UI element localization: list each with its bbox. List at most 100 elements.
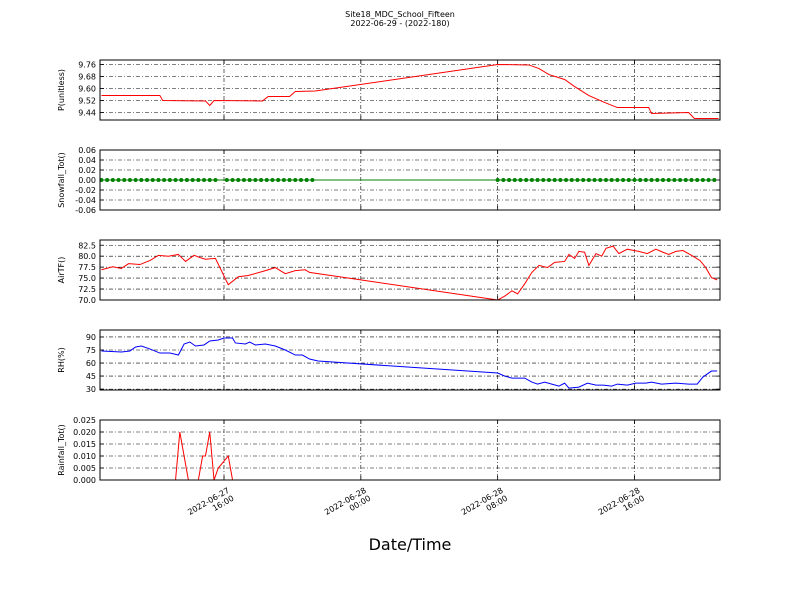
data-point xyxy=(270,178,275,182)
plot-frame xyxy=(99,419,721,481)
data-point xyxy=(230,178,235,182)
panel: 30 45 60 75 90 RH(%) xyxy=(57,329,721,394)
data-point xyxy=(298,178,303,182)
y-tick-label: 9.60 xyxy=(78,85,96,94)
data-point xyxy=(133,178,138,182)
data-point xyxy=(150,178,155,182)
data-point xyxy=(167,178,172,182)
data-point xyxy=(524,178,529,182)
y-axis-label: AirTF() xyxy=(57,257,66,284)
y-tick-label: 75.0 xyxy=(78,274,96,283)
data-point xyxy=(564,178,569,182)
data-point xyxy=(241,178,246,182)
y-tick-label: -0.06 xyxy=(75,206,96,215)
y-tick-label: 75 xyxy=(86,346,96,355)
y-tick-label: 80.0 xyxy=(78,252,96,261)
data-line xyxy=(101,245,718,300)
data-point xyxy=(666,178,671,182)
y-tick-label: 60 xyxy=(86,359,96,368)
data-point xyxy=(116,178,121,182)
data-point xyxy=(184,178,189,182)
y-tick-label: 9.52 xyxy=(78,97,96,106)
y-tick-label: 82.5 xyxy=(78,241,96,250)
plot-frame xyxy=(99,239,721,301)
data-point xyxy=(162,178,167,182)
data-point xyxy=(586,178,591,182)
data-point xyxy=(655,178,660,182)
data-point xyxy=(264,178,269,182)
data-point xyxy=(122,178,127,182)
y-tick-label: 30 xyxy=(86,385,96,394)
data-point xyxy=(712,178,717,182)
y-tick-label: 0.06 xyxy=(78,146,96,155)
data-point xyxy=(541,178,546,182)
plot-frame xyxy=(99,329,721,391)
y-tick-label: 0.025 xyxy=(73,416,96,425)
data-point xyxy=(213,178,218,182)
data-point xyxy=(632,178,637,182)
x-axis-label: Date/Time xyxy=(369,535,452,554)
data-point xyxy=(202,178,207,182)
data-point xyxy=(236,178,241,182)
y-tick-label: 0.000 xyxy=(73,476,96,485)
y-tick-label: 0.00 xyxy=(78,176,96,185)
data-point xyxy=(196,178,201,182)
data-point xyxy=(293,178,298,182)
y-tick-label: 70.0 xyxy=(78,296,96,305)
data-line xyxy=(101,63,719,119)
y-tick-label: 9.76 xyxy=(78,61,96,70)
data-point xyxy=(518,178,523,182)
data-point xyxy=(609,178,614,182)
y-tick-label: 0.02 xyxy=(78,166,96,175)
data-point xyxy=(145,178,150,182)
y-tick-label: 9.68 xyxy=(78,73,96,82)
data-point xyxy=(575,178,580,182)
panel: 70.0 72.5 75.0 77.5 80.0 82.5 AirTF() xyxy=(57,239,721,305)
data-point xyxy=(700,178,705,182)
data-point xyxy=(535,178,540,182)
data-point xyxy=(507,178,512,182)
data-point xyxy=(224,178,229,182)
y-tick-label: 0.020 xyxy=(73,428,96,437)
data-point xyxy=(678,178,683,182)
data-point xyxy=(592,178,597,182)
data-point xyxy=(649,178,654,182)
figure-subtitle: 2022-06-29 - (2022-180) xyxy=(350,19,449,28)
data-point xyxy=(156,178,161,182)
data-point xyxy=(304,178,309,182)
data-point xyxy=(626,178,631,182)
data-point xyxy=(281,178,286,182)
data-point xyxy=(287,178,292,182)
data-point xyxy=(598,178,603,182)
data-line xyxy=(101,431,719,480)
data-point xyxy=(558,178,563,182)
data-point xyxy=(253,178,258,182)
data-point xyxy=(689,178,694,182)
data-point xyxy=(127,178,132,182)
data-point xyxy=(501,178,506,182)
data-point xyxy=(276,178,281,182)
data-point xyxy=(615,178,620,182)
panel: 9.44 9.52 9.60 9.68 9.76 P(unitless) xyxy=(57,59,721,121)
y-tick-label: 72.5 xyxy=(78,285,96,294)
data-point xyxy=(672,178,677,182)
data-line xyxy=(101,337,718,389)
data-point xyxy=(621,178,626,182)
y-tick-label: 9.44 xyxy=(78,109,96,118)
y-tick-label: -0.02 xyxy=(75,186,96,195)
y-tick-label: 77.5 xyxy=(78,263,96,272)
data-point xyxy=(207,178,212,182)
data-point xyxy=(259,178,264,182)
data-point xyxy=(529,178,534,182)
panel: -0.06-0.04-0.020.000.020.040.06 Snowfall_… xyxy=(57,146,721,215)
plot-frame xyxy=(99,59,721,121)
y-tick-label: 0.015 xyxy=(73,440,96,449)
y-axis-label: RH(%) xyxy=(57,347,66,372)
y-axis-label: P(unitless) xyxy=(57,69,66,111)
data-point xyxy=(683,178,688,182)
y-tick-label: 0.04 xyxy=(78,156,96,165)
y-axis-label: Snowfall_Tot() xyxy=(57,152,66,208)
